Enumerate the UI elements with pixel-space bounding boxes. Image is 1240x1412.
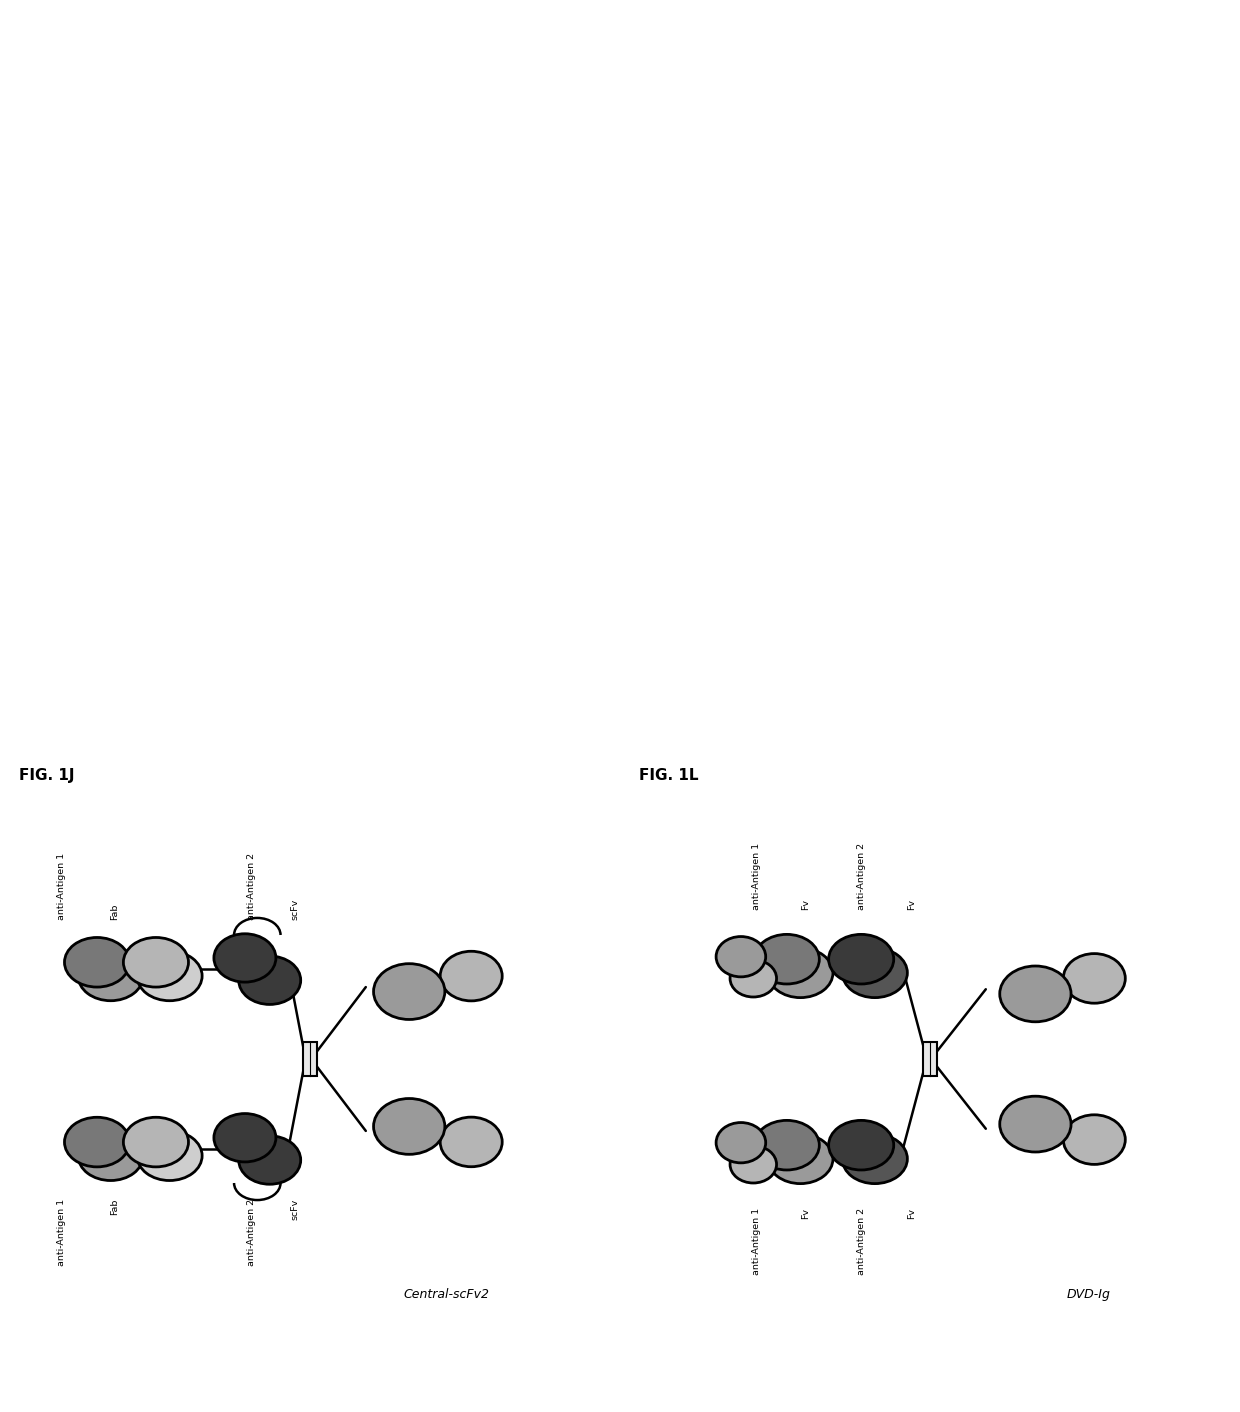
Text: Fv: Fv (801, 899, 811, 911)
Text: Fv: Fv (801, 1207, 811, 1219)
Text: FIG. 1L: FIG. 1L (639, 768, 698, 782)
Ellipse shape (1063, 953, 1126, 1003)
Ellipse shape (78, 1131, 144, 1180)
Ellipse shape (999, 966, 1071, 1022)
Ellipse shape (238, 956, 300, 1004)
Ellipse shape (136, 1131, 202, 1180)
Ellipse shape (828, 1120, 894, 1171)
Ellipse shape (78, 952, 144, 1001)
Ellipse shape (717, 1123, 765, 1163)
Ellipse shape (440, 952, 502, 1001)
Ellipse shape (1063, 1115, 1126, 1165)
Text: DVD-Ig: DVD-Ig (1066, 1288, 1110, 1300)
Ellipse shape (440, 1117, 502, 1166)
Text: anti-Antigen 1: anti-Antigen 1 (57, 1199, 67, 1265)
Text: anti-Antigen 2: anti-Antigen 2 (247, 1199, 255, 1265)
Text: scFv: scFv (290, 1199, 299, 1220)
Ellipse shape (64, 1117, 129, 1166)
Ellipse shape (754, 935, 820, 984)
Ellipse shape (730, 1145, 776, 1183)
Text: anti-Antigen 2: anti-Antigen 2 (857, 1207, 867, 1275)
Text: FIG. 1J: FIG. 1J (19, 768, 74, 782)
Ellipse shape (373, 963, 445, 1019)
Ellipse shape (717, 936, 765, 977)
Text: Fab: Fab (110, 1199, 119, 1214)
Text: Fv: Fv (906, 899, 916, 911)
Ellipse shape (213, 933, 275, 983)
Text: scFv: scFv (290, 898, 299, 919)
Ellipse shape (64, 938, 129, 987)
Ellipse shape (828, 935, 894, 984)
Ellipse shape (842, 947, 908, 998)
Bar (303, 1042, 317, 1076)
Text: anti-Antigen 2: anti-Antigen 2 (247, 853, 255, 919)
Ellipse shape (238, 1135, 300, 1185)
Text: anti-Antigen 2: anti-Antigen 2 (857, 843, 867, 911)
Ellipse shape (213, 1114, 275, 1162)
Ellipse shape (123, 938, 188, 987)
Text: Fab: Fab (110, 904, 119, 919)
Ellipse shape (999, 1096, 1071, 1152)
Text: Fv: Fv (906, 1207, 916, 1219)
Ellipse shape (768, 1134, 833, 1183)
Ellipse shape (768, 947, 833, 998)
Ellipse shape (730, 960, 776, 997)
Text: Central-scFv2: Central-scFv2 (403, 1288, 489, 1300)
Ellipse shape (373, 1099, 445, 1155)
Text: anti-Antigen 1: anti-Antigen 1 (751, 1207, 761, 1275)
Ellipse shape (842, 1134, 908, 1183)
Text: anti-Antigen 1: anti-Antigen 1 (751, 843, 761, 911)
Text: anti-Antigen 1: anti-Antigen 1 (57, 853, 67, 919)
Ellipse shape (123, 1117, 188, 1166)
Ellipse shape (136, 952, 202, 1001)
Ellipse shape (754, 1120, 820, 1171)
Bar (923, 1042, 937, 1076)
